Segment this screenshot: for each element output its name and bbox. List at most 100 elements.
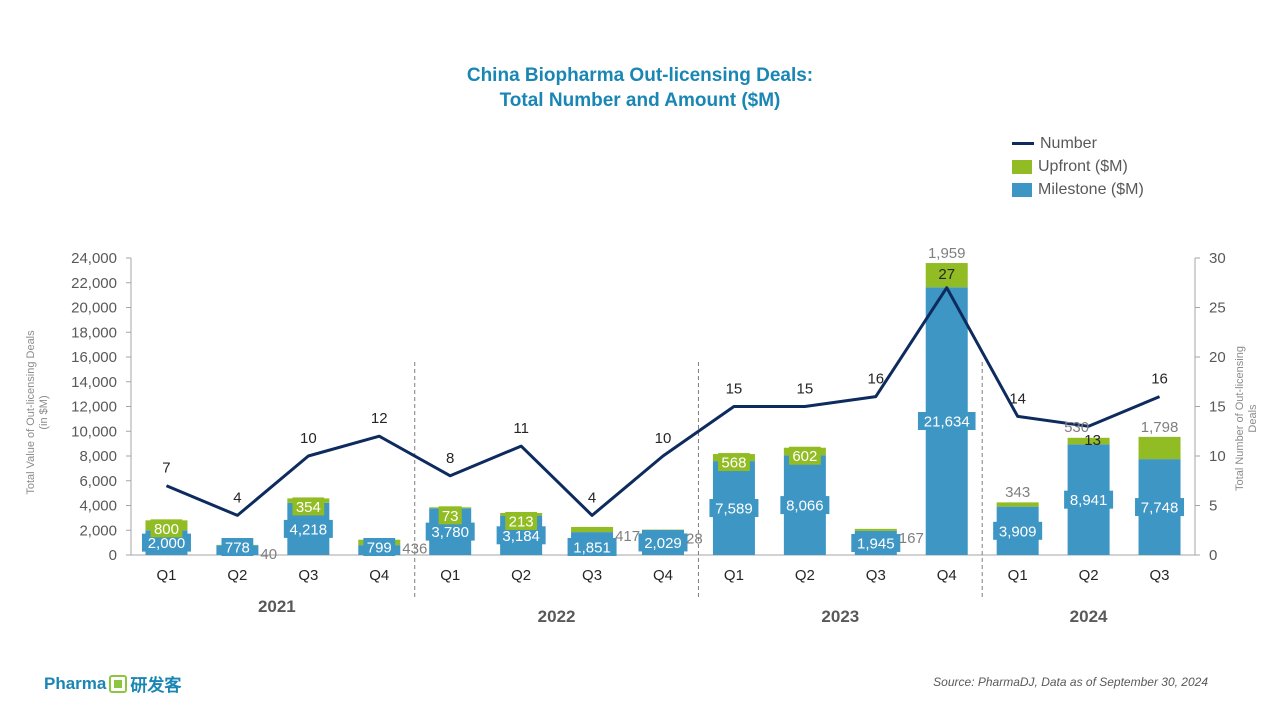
- data-label-milestone-bg: [638, 533, 688, 552]
- x-tick-label: Q1: [724, 567, 744, 584]
- year-label-2023: 2023: [821, 607, 859, 626]
- data-label-milestone: 8,066: [786, 498, 824, 515]
- data-label-milestone: 2,029: [644, 535, 682, 552]
- y-tick-label-right: 20: [1209, 349, 1226, 366]
- data-label-milestone: 3,780: [431, 524, 469, 541]
- data-label-milestone-bg: [496, 526, 546, 545]
- bar-upfront: [996, 502, 1039, 507]
- data-label-upfront-bg: [788, 446, 821, 465]
- data-label-upfront-bg: [292, 497, 325, 516]
- data-label-milestone: 778: [225, 540, 250, 557]
- data-label-upfront: 73: [442, 508, 459, 525]
- data-label-upfront: 417: [615, 528, 640, 545]
- x-tick-label: Q2: [795, 567, 815, 584]
- data-label-milestone: 3,909: [999, 523, 1037, 540]
- data-label-number: 15: [726, 381, 743, 398]
- chart-legend: Number Upfront ($M) Milestone ($M): [1012, 132, 1144, 201]
- data-label-number: 12: [371, 410, 388, 427]
- y-tick-label-left: 16,000: [71, 349, 117, 366]
- x-tick-label: Q1: [440, 567, 460, 584]
- x-tick-label: Q4: [653, 567, 673, 584]
- y-tick-label-left: 18,000: [71, 324, 117, 341]
- data-label-milestone: 8,941: [1070, 492, 1108, 509]
- data-label-upfront: 213: [509, 513, 534, 530]
- logo-text: Pharma: [44, 673, 107, 693]
- year-label-2022: 2022: [538, 607, 576, 626]
- data-label-number: 11: [513, 420, 529, 437]
- data-label-upfront: 354: [296, 499, 321, 516]
- data-label-milestone-bg: [993, 521, 1043, 540]
- chart-title-line-2: Total Number and Amount ($M): [499, 90, 781, 111]
- bar-upfront: [854, 528, 897, 531]
- data-label-upfront: 1,959: [928, 245, 966, 262]
- data-label-number: 14: [1009, 390, 1026, 407]
- data-label-upfront-bg: [718, 453, 750, 472]
- x-tick-label: Q2: [227, 567, 247, 584]
- data-label-upfront: 1,798: [1141, 419, 1179, 436]
- data-label-milestone-bg: [363, 538, 396, 556]
- data-label-milestone: 21,634: [924, 414, 970, 431]
- year-label-2021: 2021: [258, 597, 296, 616]
- y-tick-label-right: 30: [1209, 250, 1226, 267]
- data-label-upfront: 530: [1064, 419, 1089, 436]
- logo-cn-text: 研发客: [130, 676, 182, 695]
- x-tick-label: Q4: [937, 567, 957, 584]
- data-label-upfront: 28: [686, 531, 703, 548]
- y-tick-label-left: 6,000: [79, 473, 117, 490]
- x-tick-label: Q3: [298, 567, 318, 584]
- y-axis-title-left-line: (in $M): [38, 395, 50, 429]
- y-tick-label-left: 10,000: [71, 423, 117, 440]
- data-label-upfront-bg: [438, 506, 462, 525]
- bar-upfront: [1138, 436, 1181, 460]
- data-label-number: 4: [588, 489, 596, 506]
- data-label-number: 16: [1151, 371, 1168, 388]
- y-tick-label-right: 10: [1209, 448, 1226, 465]
- legend-swatch-upfront: [1012, 159, 1032, 174]
- source-note: Source: PharmaDJ, Data as of September 3…: [933, 675, 1208, 689]
- x-tick-label: Q1: [156, 567, 176, 584]
- year-label-2024: 2024: [1070, 607, 1108, 626]
- data-label-milestone-bg: [425, 522, 475, 541]
- data-label-milestone-bg: [780, 496, 830, 515]
- chart-title-line-1: China Biopharma Out-licensing Deals:: [466, 65, 814, 86]
- x-tick-label: Q2: [511, 567, 531, 584]
- legend-label-milestone: Milestone ($M): [1038, 180, 1144, 198]
- y-axis-title-left: Total Value of Out-licensing Deals(in $M…: [25, 330, 50, 495]
- y-tick-label-left: 4,000: [79, 498, 117, 515]
- data-label-milestone: 7,748: [1141, 500, 1179, 517]
- x-tick-label: Q2: [1079, 567, 1099, 584]
- y-tick-label-left: 14,000: [71, 374, 117, 391]
- data-label-number: 10: [655, 430, 672, 447]
- data-label-number: 13: [1084, 432, 1101, 449]
- x-tick-label: Q3: [582, 567, 602, 584]
- y-tick-label-left: 2,000: [79, 522, 117, 539]
- data-label-milestone: 4,218: [290, 521, 328, 538]
- data-label-milestone: 2,000: [148, 535, 186, 552]
- data-label-number: 7: [162, 460, 170, 477]
- data-label-number: 8: [446, 450, 454, 467]
- legend-label-number: Number: [1040, 134, 1097, 152]
- legend-swatch-milestone: [1012, 182, 1032, 197]
- data-label-milestone-bg: [709, 499, 759, 518]
- legend-item-milestone: Milestone ($M): [1012, 178, 1144, 201]
- data-label-milestone: 1,945: [857, 535, 895, 552]
- y-tick-label-left: 0: [109, 547, 117, 564]
- data-label-milestone-bg: [141, 533, 191, 552]
- bar-upfront: [925, 263, 968, 288]
- data-label-upfront: 436: [402, 541, 427, 558]
- logo-mark-icon: [109, 674, 128, 693]
- data-label-milestone-bg: [1064, 490, 1114, 509]
- chart-title: China Biopharma Out-licensing Deals: Tot…: [0, 63, 1280, 113]
- y-tick-label-right: 25: [1209, 300, 1226, 317]
- y-axis-title-left-line: Total Value of Out-licensing Deals: [25, 330, 37, 495]
- data-label-milestone-bg: [851, 533, 901, 552]
- series-line-number: [165, 286, 1161, 517]
- data-label-upfront-bg: [505, 511, 538, 530]
- data-label-number: 15: [797, 381, 814, 398]
- data-label-number: 4: [233, 489, 241, 506]
- data-label-number: 10: [300, 430, 317, 447]
- data-label-upfront: 602: [792, 448, 817, 465]
- legend-item-number: Number: [1012, 132, 1144, 155]
- brand-logo: Pharma 研发客: [44, 671, 181, 696]
- data-label-milestone-bg: [1135, 498, 1185, 517]
